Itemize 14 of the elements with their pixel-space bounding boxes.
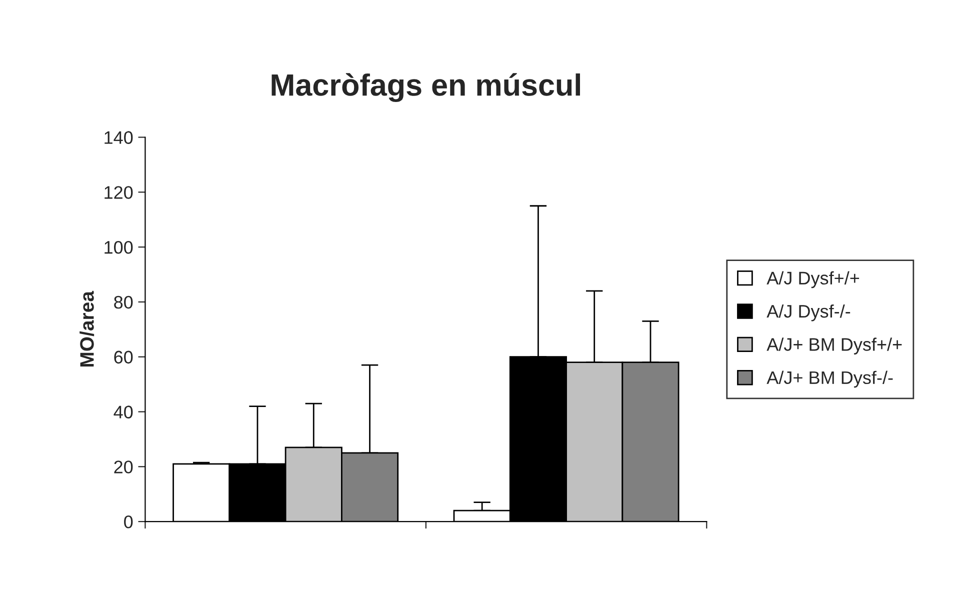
legend-label: A/J+ BM Dysf+/+: [766, 338, 902, 354]
chart-title: Macròfags en múscul: [272, 73, 580, 102]
y-tick-label: 80: [114, 296, 133, 309]
legend-label: A/J Dysf-/-: [766, 304, 850, 322]
y-tick-label: 100: [104, 240, 133, 254]
legend-label: A/J+ BM Dysf-/-: [766, 370, 893, 388]
y-tick-label: 40: [114, 406, 133, 418]
y-tick-label: 140: [104, 131, 133, 144]
y-tick-label: 0: [124, 515, 133, 528]
y-tick-label: 60: [114, 350, 133, 364]
y-tick-label: 120: [104, 186, 133, 199]
y-tick-label: 20: [114, 460, 133, 474]
legend-label: A/J Dysf+/+: [766, 271, 860, 288]
y-axis-title: MO/area: [80, 290, 94, 366]
